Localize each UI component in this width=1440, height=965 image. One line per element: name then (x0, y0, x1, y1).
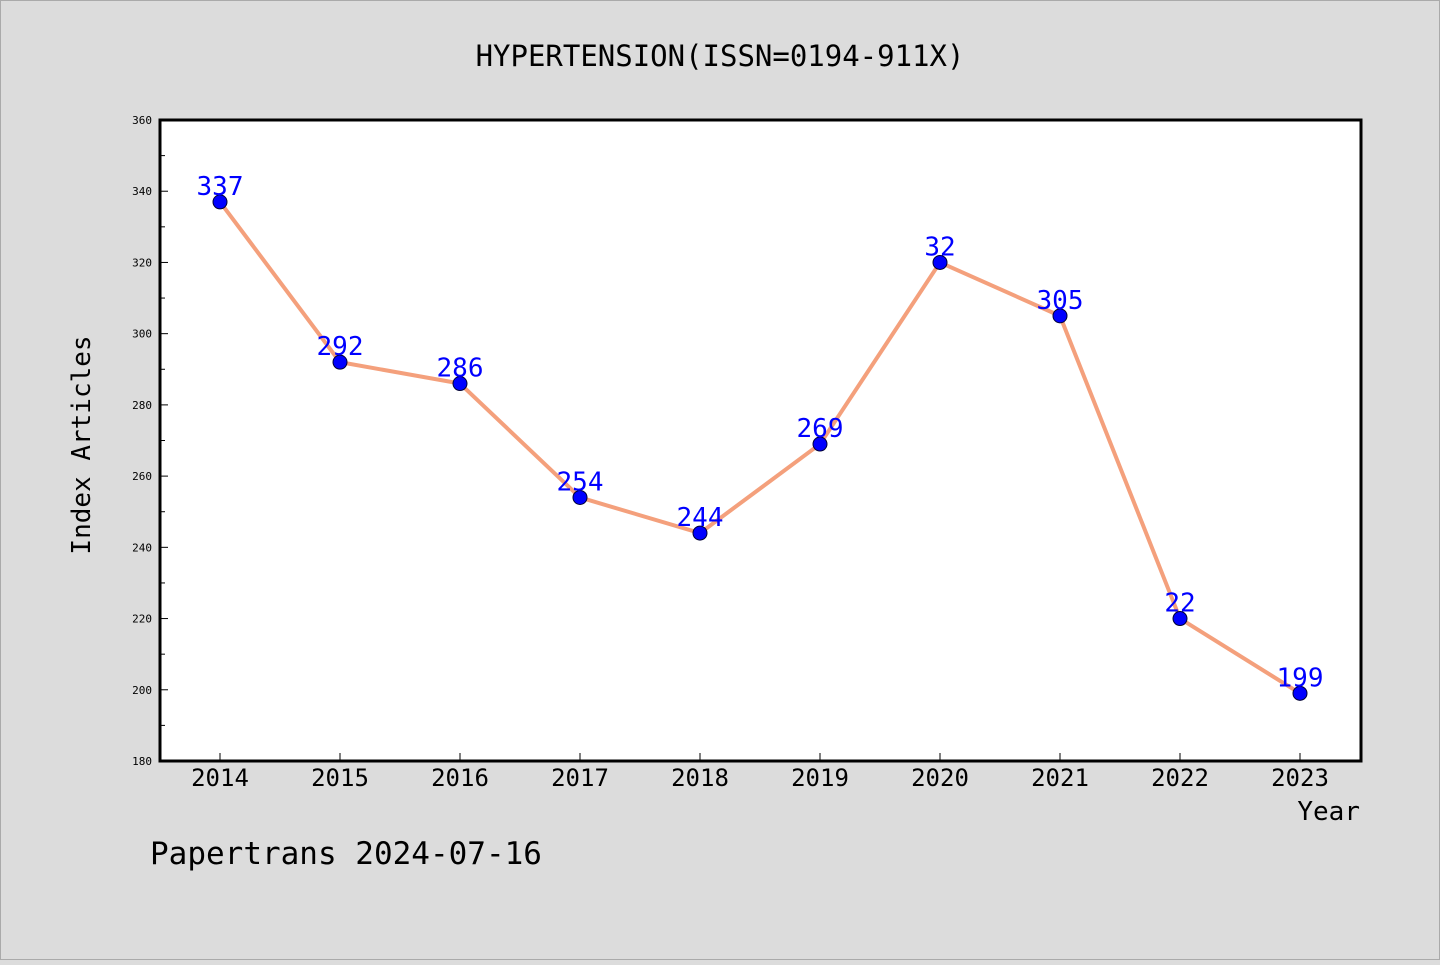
footer-text: Papertrans 2024-07-16 (150, 836, 542, 872)
y-axis: 180 200 220 240 260 280 300 320 340 360 (132, 114, 168, 768)
data-points-layer (212, 194, 1308, 701)
data-point (812, 436, 828, 452)
data-label: 254 (557, 467, 604, 497)
x-tick-label: 2017 (551, 764, 609, 792)
data-label: 199 (1277, 663, 1324, 693)
data-label: 32 (924, 232, 955, 262)
data-label: 269 (797, 414, 844, 444)
y-tick-label: 260 (132, 470, 152, 483)
y-tick-label: 200 (132, 684, 152, 697)
data-point (932, 254, 948, 270)
x-tick-label: 2023 (1271, 764, 1329, 792)
y-tick-label: 360 (132, 114, 152, 127)
plot-area (158, 118, 1363, 763)
y-tick-label: 220 (132, 613, 152, 626)
series-line (218, 200, 1302, 696)
data-labels-layer: 337 292 286 254 244 269 32 305 22 199 (197, 172, 1324, 693)
x-tick-label: 2022 (1151, 764, 1209, 792)
y-tick-label: 280 (132, 399, 152, 412)
x-axis-label: Year (1297, 797, 1360, 827)
chart-title: HYPERTENSION(ISSN=0194-911X) (476, 39, 965, 73)
data-label: 337 (197, 172, 244, 202)
series-line-layer (218, 200, 1302, 696)
x-tick-label: 2018 (671, 764, 729, 792)
data-point (332, 354, 348, 370)
data-point (572, 489, 588, 505)
y-tick-label: 240 (132, 541, 152, 554)
data-point (452, 376, 468, 392)
x-tick-label: 2019 (791, 764, 849, 792)
data-point (1292, 685, 1308, 701)
data-point (692, 525, 708, 541)
data-label: 305 (1037, 286, 1084, 316)
x-tick-label: 2020 (911, 764, 969, 792)
y-tick-label: 340 (132, 185, 152, 198)
x-tick-label: 2015 (311, 764, 369, 792)
x-tick-label: 2014 (191, 764, 249, 792)
x-axis: 2014 2015 2016 2017 2018 2019 2020 2021 2022 2023 (191, 753, 1329, 792)
data-point (1052, 308, 1068, 324)
y-tick-label: 320 (132, 256, 152, 269)
x-tick-label: 2016 (431, 764, 489, 792)
data-point (212, 194, 228, 210)
data-point (1172, 611, 1188, 627)
data-label: 244 (677, 503, 724, 533)
y-axis-label: Index Articles (67, 335, 97, 554)
data-label: 22 (1164, 589, 1195, 619)
data-label: 286 (437, 354, 484, 384)
y-tick-label: 180 (132, 755, 152, 768)
y-tick-label: 300 (132, 328, 152, 341)
x-tick-label: 2021 (1031, 764, 1089, 792)
data-label: 292 (317, 332, 364, 362)
